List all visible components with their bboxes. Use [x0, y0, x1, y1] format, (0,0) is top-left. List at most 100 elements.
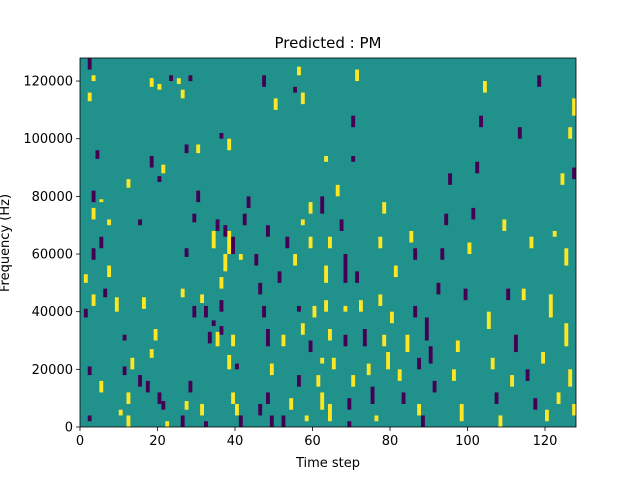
heatmap-cell [351, 115, 356, 128]
heatmap-cell [219, 132, 224, 139]
heatmap-cell [196, 190, 201, 203]
x-tick-label: 0 [76, 434, 84, 449]
heatmap-cell [184, 401, 189, 410]
heatmap-cell [308, 340, 313, 353]
heatmap-cell [409, 230, 414, 243]
heatmap-cell [142, 297, 146, 309]
heatmap-cell [227, 138, 232, 151]
heatmap-cell [300, 92, 305, 105]
heatmap-cell [529, 236, 534, 249]
heatmap-cell [200, 403, 205, 416]
heatmap-cell [238, 415, 243, 427]
heatmap-cell [343, 305, 348, 312]
heatmap-cell [91, 190, 96, 203]
heatmap-cell [165, 421, 170, 427]
heatmap-cell [343, 334, 348, 347]
heatmap-cell [417, 403, 422, 416]
plot-frame [79, 57, 577, 428]
heatmap-cell [471, 207, 476, 220]
heatmap-cell [188, 75, 193, 82]
heatmap-cell [223, 254, 228, 272]
heatmap-cell [541, 352, 546, 364]
heatmap-cell [475, 161, 480, 174]
heatmap-cell [235, 403, 239, 416]
heatmap-cell [521, 288, 526, 301]
heatmap-cell [486, 311, 491, 329]
heatmap-cell [87, 366, 92, 376]
y-axis-label: Frequency (Hz) [0, 194, 13, 292]
heatmap-cell [413, 248, 418, 260]
heatmap-cell [157, 83, 162, 90]
heatmap-cell [320, 392, 325, 410]
heatmap-cell [138, 375, 143, 387]
heatmap-cell [266, 392, 270, 404]
heatmap-cell [99, 236, 104, 249]
heatmap-cell [161, 164, 166, 174]
heatmap-cell [390, 311, 394, 324]
heatmap-cell [362, 328, 367, 347]
heatmap-cell [95, 150, 100, 159]
heatmap-cell [99, 380, 104, 393]
heatmap-cell [254, 254, 259, 266]
heatmap-cell [91, 75, 96, 82]
heatmap-cell [339, 219, 344, 231]
heatmap-cell [355, 69, 360, 82]
y-tick-label: 120000 [23, 75, 73, 90]
heatmap-cell [215, 331, 220, 347]
heatmap-cell [204, 305, 208, 318]
heatmap-cell [324, 265, 329, 283]
heatmap-cell [428, 346, 433, 364]
heatmap-cell [207, 331, 212, 344]
y-axis: 0 20000 40000 60000 80000 100000 120000 [23, 75, 80, 436]
heatmap-cell [568, 369, 573, 387]
heatmap-cell [83, 274, 88, 283]
heatmap-cell [386, 352, 391, 370]
heatmap-cell [300, 323, 305, 335]
heatmap-cell [537, 75, 542, 87]
heatmap-cell [455, 340, 460, 353]
heatmap-cell [227, 230, 232, 255]
heatmap-cell [281, 334, 286, 347]
heatmap-cell [552, 230, 557, 237]
heatmap-cell [223, 225, 228, 237]
heatmap-cell [359, 300, 363, 312]
heatmap-cell [545, 409, 549, 422]
heatmap-cell [83, 308, 88, 318]
heatmap-cell [297, 375, 301, 387]
heatmap-cell [262, 305, 267, 318]
heatmap-cell [452, 369, 456, 381]
heatmap-cell [188, 380, 193, 393]
heatmap-cell [297, 66, 301, 76]
heatmap-cell [114, 297, 119, 312]
heatmap-cell [312, 305, 317, 318]
heatmap-cell [149, 349, 154, 358]
x-tick-label: 120 [533, 434, 558, 449]
heatmap-cell [293, 254, 298, 266]
heatmap-cell [122, 334, 127, 341]
plot-area [79, 57, 577, 428]
chart-title: Predicted : PM [275, 34, 382, 52]
heatmap-cell [436, 282, 441, 295]
heatmap-cell [483, 81, 487, 93]
heatmap-cell [192, 305, 197, 318]
heatmap-cell [169, 75, 174, 82]
heatmap-cell [258, 282, 263, 295]
heatmap-cell [262, 75, 267, 87]
heatmap-cell [211, 230, 216, 249]
y-tick-label: 80000 [32, 190, 73, 205]
heatmap-cell [320, 196, 325, 214]
heatmap-cell [269, 415, 274, 427]
y-tick-label: 20000 [32, 363, 73, 378]
heatmap-cell [300, 219, 305, 226]
heatmap-cell [293, 86, 298, 93]
heatmap-cell [138, 219, 143, 226]
heatmap-cell [440, 248, 445, 260]
heatmap-cell [502, 219, 507, 231]
heatmap-cell [91, 207, 96, 220]
heatmap-cell [347, 398, 352, 410]
heatmap-cell [126, 392, 131, 404]
heatmap-cell [510, 375, 515, 387]
heatmap-cell [153, 328, 158, 341]
heatmap-cell [401, 392, 406, 404]
